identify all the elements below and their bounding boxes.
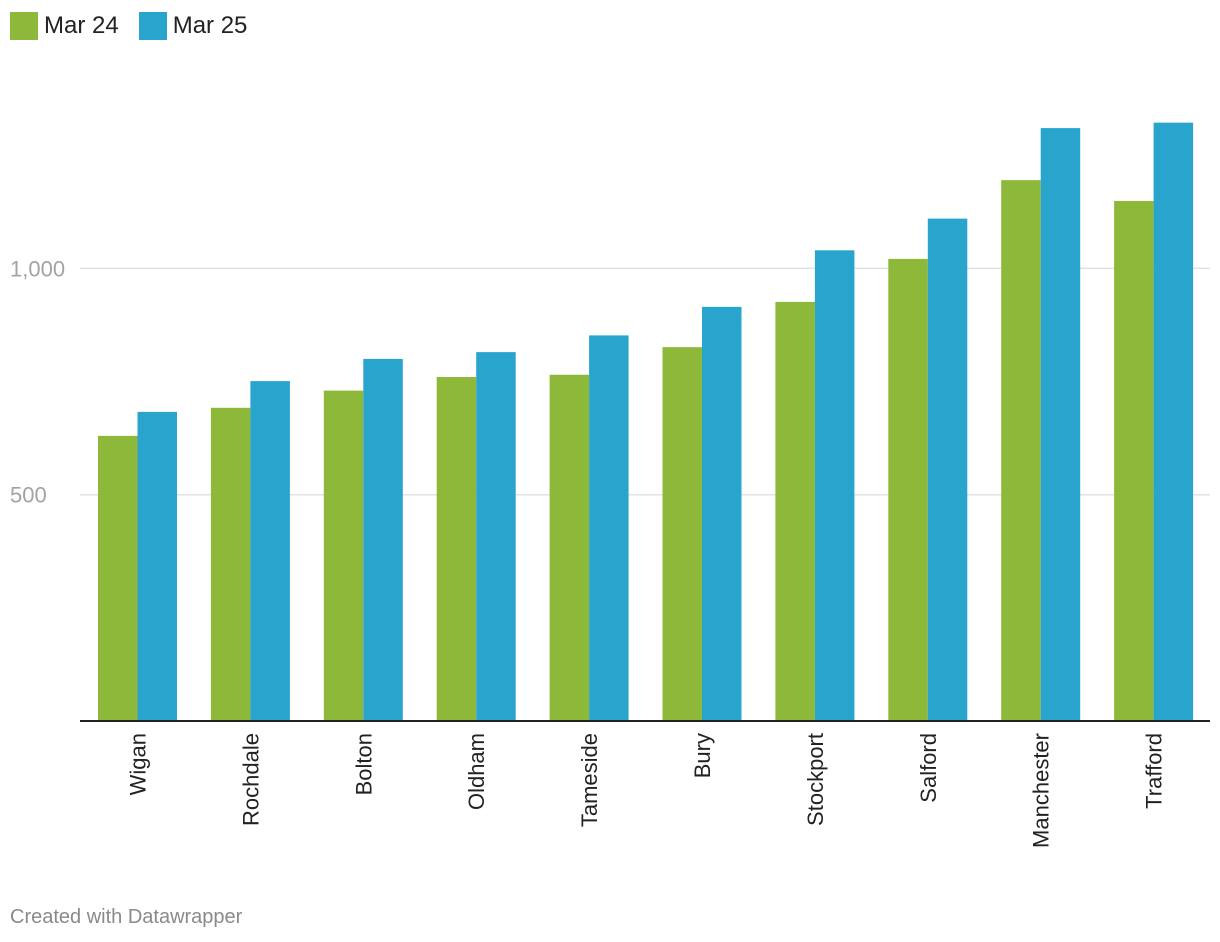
legend-swatch-series-1 [10,12,38,40]
bar-rochdale-series-1 [210,407,251,721]
y-tick-label: 1,000 [10,256,65,281]
bar-manchester-series-2 [1040,128,1081,721]
bar-trafford-series-1 [1114,200,1154,722]
x-tick-label: Rochdale [238,733,263,826]
legend-item-series-2: Mar 25 [138,12,248,40]
bar-bury-series-1 [662,347,702,721]
bar-bolton-series-2 [363,358,403,721]
bar-salford-series-1 [888,258,928,721]
x-tick-label: Wigan [126,733,151,795]
bar-oldham-series-1 [436,377,477,721]
bar-wigan-series-2 [137,411,177,721]
legend-item-series-1: Mar 24 [10,12,119,40]
legend-label-series-2: Mar 25 [172,12,248,39]
x-tick-label: Tameside [577,733,602,827]
bar-manchester-series-1 [1001,180,1041,721]
x-tick-label: Manchester [1029,733,1054,848]
bar-salford-series-2 [927,218,968,721]
legend: Mar 24 Mar 25 [10,12,247,40]
bar-rochdale-series-2 [250,381,290,721]
footer-credit: Created with Datawrapper [10,906,243,928]
bar-stockport-series-2 [814,250,855,721]
y-tick-label: 500 [10,483,47,508]
x-tick-label: Salford [916,733,941,803]
bar-trafford-series-2 [1153,122,1194,722]
legend-label-series-1: Mar 24 [44,12,119,39]
x-tick-label: Trafford [1142,733,1167,809]
x-tick-label: Bolton [351,733,376,795]
x-tick-label: Stockport [803,733,828,826]
bar-tameside-series-2 [589,335,629,721]
bar-oldham-series-2 [476,352,516,721]
bar-bolton-series-1 [323,390,364,721]
x-tick-label: Oldham [464,733,489,810]
x-tick-label: Bury [690,733,715,778]
bar-chart: 500 1,000 Wigan Rochdale Bolton Oldham Tamesid… [10,122,1210,848]
bar-wigan-series-1 [98,435,138,721]
bar-tameside-series-1 [549,374,590,721]
bar-bury-series-2 [702,306,742,721]
legend-swatch-series-2 [138,12,167,40]
bar-stockport-series-1 [775,301,815,721]
